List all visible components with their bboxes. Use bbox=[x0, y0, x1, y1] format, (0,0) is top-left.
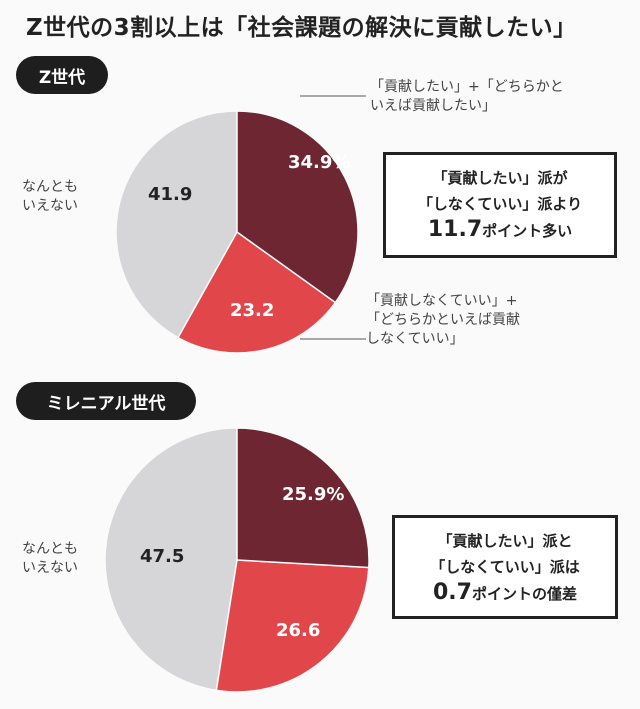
annotation-number: 0.7 bbox=[433, 580, 472, 605]
data-label-contribute: 34.9% bbox=[288, 152, 351, 173]
pie-slice-contribute bbox=[236, 427, 370, 569]
callout-not-needed: 「貢献しなくていい」+ 「どちらかといえば貢献 しなくていい」 bbox=[366, 292, 520, 349]
pie-slice-not-needed bbox=[177, 230, 337, 354]
annotation-line: 「貢献したい」派と bbox=[437, 532, 573, 550]
pie-slice-neither bbox=[104, 427, 238, 692]
data-label-neither: 47.5 bbox=[140, 546, 185, 567]
callout-line: いえない bbox=[22, 560, 78, 576]
callout-neither: なんとも いえない bbox=[22, 540, 78, 578]
annotation-box: 「貢献したい」派と 「しなくていい」派は 0.7ポイントの僅差 bbox=[392, 515, 618, 619]
annotation-suffix: ポイントの僅差 bbox=[471, 585, 577, 603]
callout-line: なんとも bbox=[22, 541, 78, 557]
callout-line: なんとも bbox=[22, 179, 78, 195]
annotation-line: 「しなくていい」派は bbox=[430, 558, 580, 576]
chart-title: Z世代の3割以上は「社会課題の解決に貢献したい」 bbox=[26, 15, 577, 41]
annotation-box: 「貢献したい」派が 「しなくていい」派より 11.7ポイント多い bbox=[383, 152, 617, 258]
generation-pill-genz: Z世代 bbox=[16, 56, 108, 94]
annotation-suffix: ポイント多い bbox=[482, 222, 573, 240]
pie-slice-neither bbox=[115, 110, 238, 339]
data-label-not-needed: 23.2 bbox=[230, 300, 275, 321]
callout-contribute: 「貢献したい」+「どちらかと いえば貢献したい」 bbox=[370, 78, 564, 116]
data-label-contribute: 25.9% bbox=[282, 484, 345, 505]
pie-slice-contribute bbox=[236, 110, 359, 304]
callout-line: いえば貢献したい」 bbox=[370, 98, 496, 114]
data-label-neither: 41.9 bbox=[148, 184, 193, 205]
callout-line: 「貢献したい」+「どちらかと bbox=[370, 79, 564, 95]
callout-line: 「どちらかといえば貢献 bbox=[366, 312, 520, 328]
annotation-line: 「貢献したい」派が bbox=[432, 169, 568, 187]
annotation-number: 11.7 bbox=[427, 217, 483, 242]
callout-line: いえない bbox=[22, 198, 78, 214]
pie-slice-not-needed bbox=[215, 559, 370, 693]
generation-pill-millennial: ミレニアル世代 bbox=[16, 382, 196, 420]
callout-line: しなくていい」 bbox=[366, 331, 464, 347]
callout-neither: なんとも いえない bbox=[22, 178, 78, 216]
annotation-line: 「しなくていい」派より bbox=[417, 195, 583, 213]
data-label-not-needed: 26.6 bbox=[276, 620, 321, 641]
callout-line: 「貢献しなくていい」+ bbox=[366, 293, 518, 309]
